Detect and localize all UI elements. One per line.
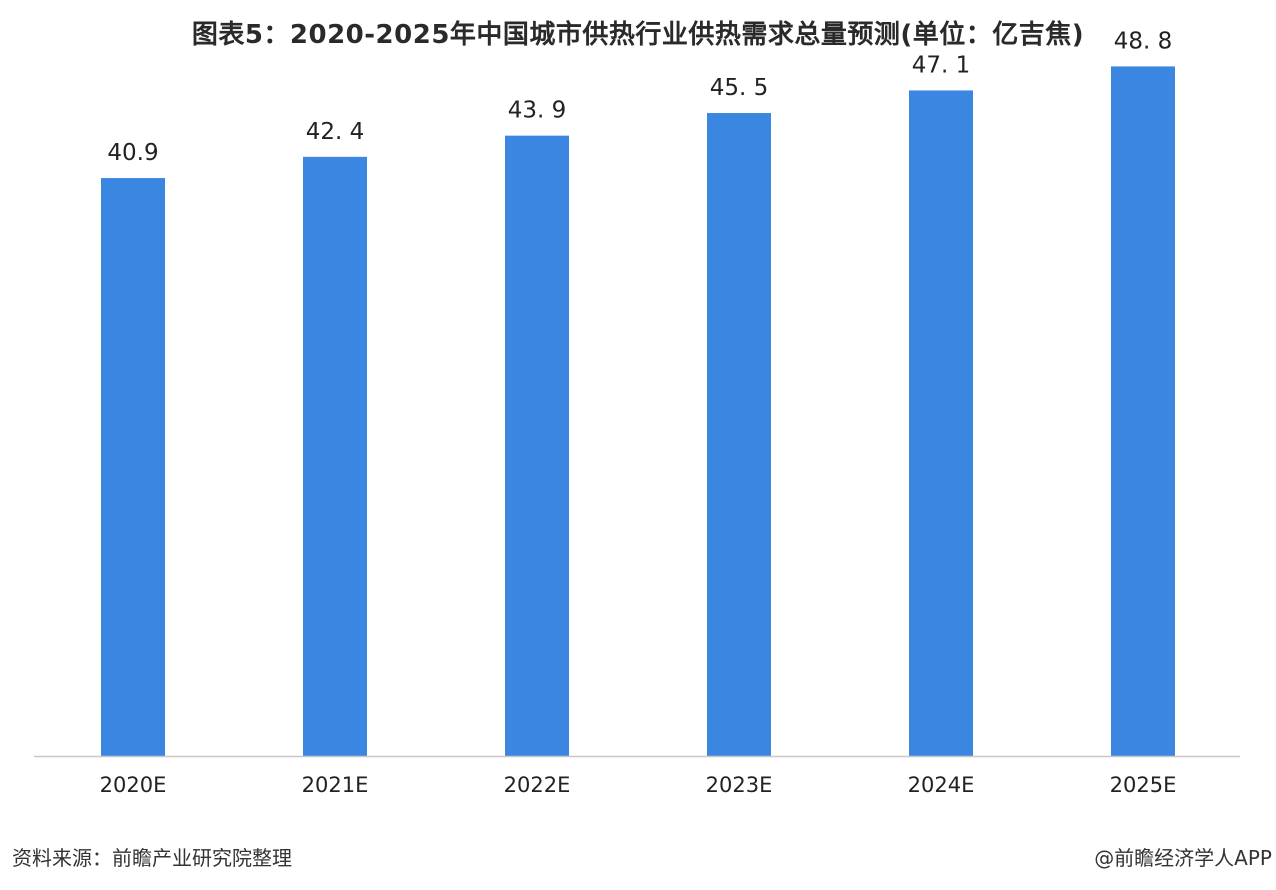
x-tick-labels-group: 2020E 2021E 2022E 2023E 2024E 2025E xyxy=(100,773,1177,797)
x-tick-label: 2022E xyxy=(504,773,571,797)
bar-2021E xyxy=(303,156,367,756)
x-tick-label: 2024E xyxy=(908,773,975,797)
bar-value-label: 43. 9 xyxy=(508,98,567,124)
value-labels-group: 40.9 42. 4 43. 9 45. 5 47. 1 48. 8 xyxy=(107,28,1172,166)
bars-group xyxy=(101,66,1175,757)
x-tick-label: 2021E xyxy=(302,773,369,797)
bar-2024E xyxy=(909,90,973,757)
x-tick-label: 2023E xyxy=(706,773,773,797)
credit-note: @前瞻经济学人APP xyxy=(1094,846,1272,870)
x-tick-label: 2020E xyxy=(100,773,167,797)
bar-2020E xyxy=(101,178,165,757)
bar-value-label: 42. 4 xyxy=(306,119,365,145)
bar-2025E xyxy=(1111,66,1175,756)
bar-2023E xyxy=(707,113,771,756)
bar-value-label: 48. 8 xyxy=(1114,28,1173,54)
bar-value-label: 45. 5 xyxy=(710,75,769,101)
x-tick-label: 2025E xyxy=(1110,773,1177,797)
source-note: 资料来源：前瞻产业研究院整理 xyxy=(12,846,292,870)
bar-2022E xyxy=(505,135,569,757)
bar-value-label: 40.9 xyxy=(107,140,158,166)
chart-title: 图表5：2020-2025年中国城市供热行业供热需求总量预测(单位：亿吉焦) xyxy=(191,20,1085,50)
bar-value-label: 47. 1 xyxy=(912,52,971,78)
